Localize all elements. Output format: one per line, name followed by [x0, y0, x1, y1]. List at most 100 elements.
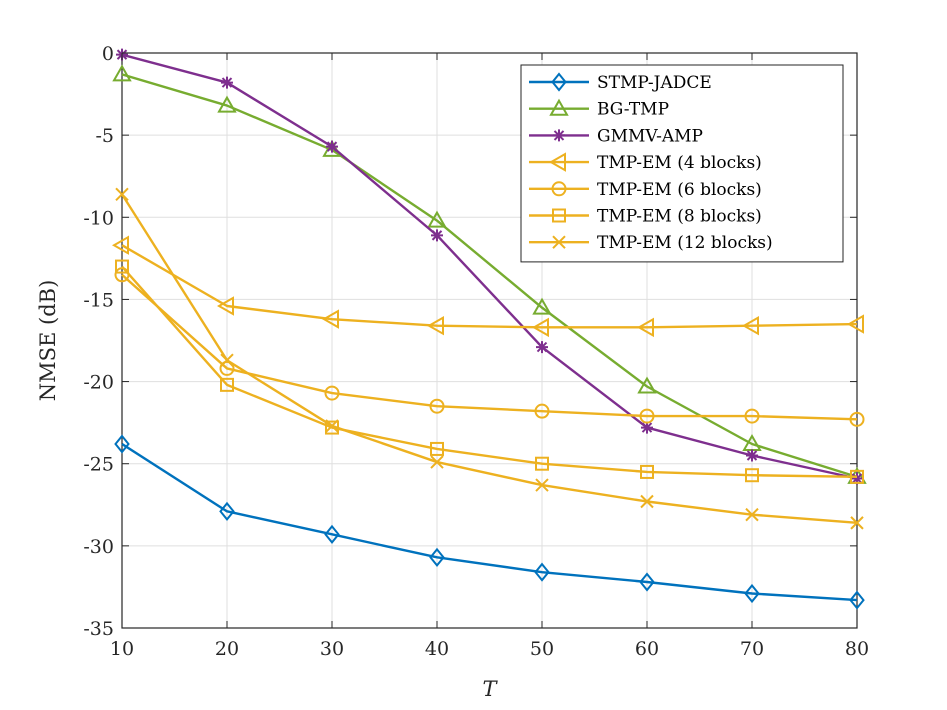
- legend-marker: [552, 208, 566, 223]
- legend-box: [520, 64, 844, 263]
- x-axis-label: T: [482, 677, 498, 701]
- data-point: [219, 360, 235, 376]
- data-point: [115, 259, 129, 274]
- data-point: [220, 353, 234, 367]
- data-point: [431, 229, 443, 242]
- data-point: [639, 572, 655, 592]
- data-point: [850, 469, 864, 484]
- data-point: [112, 64, 132, 82]
- data-point: [114, 434, 130, 454]
- y-tick-label: -20: [83, 372, 114, 394]
- legend-entry: TMP-EM (8 blocks): [529, 207, 762, 227]
- x-tick-label: 30: [320, 638, 344, 660]
- data-point: [326, 140, 338, 153]
- legend-marker: [553, 129, 565, 142]
- data-point: [745, 507, 759, 522]
- legend-entry: BG-TMP: [529, 98, 669, 120]
- data-point: [321, 309, 339, 329]
- data-point: [849, 411, 865, 427]
- data-point: [636, 317, 654, 338]
- legend-label: STMP-JADCE: [597, 73, 712, 93]
- legend-marker: [551, 72, 567, 92]
- data-point: [430, 441, 444, 456]
- data-point: [534, 562, 550, 582]
- data-point: [430, 455, 444, 469]
- data-point: [536, 341, 548, 354]
- data-point: [115, 187, 129, 201]
- data-point: [429, 398, 445, 414]
- series-0: [114, 434, 865, 610]
- legend-label: GMMV-AMP: [597, 126, 703, 146]
- y-tick-label: -15: [83, 289, 114, 311]
- y-tick-label: -10: [83, 207, 114, 229]
- data-point: [640, 494, 654, 509]
- legend-marker: [551, 181, 567, 197]
- data-point: [637, 376, 657, 394]
- data-point: [325, 419, 339, 433]
- data-point: [850, 516, 864, 530]
- data-point: [746, 449, 758, 462]
- legend: STMP-JADCE BG-TMP GMMV-AMP TMP-EM (4 blocks…: [520, 64, 844, 263]
- x-tick-label: 50: [530, 638, 554, 660]
- legend-entry: STMP-JADCE: [529, 72, 712, 93]
- data-point: [535, 456, 549, 471]
- x-tick-label: 20: [215, 638, 239, 660]
- legend-entry: TMP-EM (12 blocks): [529, 233, 773, 253]
- legend-marker: [548, 152, 566, 172]
- series-layer: [111, 48, 867, 610]
- x-tick-label: 60: [635, 638, 659, 660]
- data-point: [744, 583, 760, 604]
- data-point: [217, 95, 237, 113]
- x-tick-label: 70: [740, 638, 764, 660]
- series-3: [111, 235, 864, 338]
- legend-marker: [549, 98, 569, 116]
- series-line: [121, 73, 858, 479]
- legend-label: TMP-EM (6 blocks): [597, 180, 762, 200]
- plot-frame: [121, 52, 858, 629]
- x-tick-label: 40: [425, 638, 449, 660]
- data-point: [639, 408, 655, 424]
- series-6: [115, 187, 864, 530]
- y-axis-label: NMSE (dB): [36, 280, 60, 402]
- data-point: [324, 385, 340, 401]
- data-point: [324, 524, 340, 544]
- data-point: [741, 315, 759, 336]
- y-tick-label: -25: [83, 454, 114, 476]
- data-point: [219, 501, 235, 521]
- ticks: 10 20 30 40 50 60 70 80 0 -5 -10 -15 -20 -25 -30 -35: [83, 43, 869, 660]
- legend-entry: TMP-EM (4 blocks): [529, 152, 762, 173]
- y-tick-label: -35: [83, 618, 114, 640]
- data-point: [429, 547, 445, 567]
- data-point: [851, 472, 863, 485]
- data-point: [534, 403, 550, 419]
- data-point: [846, 314, 864, 334]
- legend-entry: GMMV-AMP: [529, 126, 703, 146]
- data-point: [220, 377, 234, 392]
- series-line: [121, 53, 858, 480]
- y-tick-label: -5: [95, 125, 114, 147]
- data-point: [221, 76, 233, 89]
- data-point: [641, 421, 653, 434]
- y-tick-label: 0: [102, 43, 114, 65]
- data-point: [426, 315, 444, 336]
- series-line: [121, 244, 858, 329]
- legend-entry: TMP-EM (6 blocks): [529, 180, 762, 200]
- data-point: [745, 468, 759, 483]
- x-tick-label: 10: [110, 638, 134, 660]
- legend-marker: [552, 235, 566, 249]
- series-5: [115, 259, 864, 484]
- legend-label: TMP-EM (12 blocks): [597, 233, 773, 253]
- y-tick-label: -30: [83, 536, 114, 558]
- legend-label: BG-TMP: [597, 100, 669, 120]
- data-point: [427, 210, 447, 228]
- x-tick-label: 80: [845, 638, 869, 660]
- legend-label: TMP-EM (4 blocks): [597, 153, 762, 173]
- data-point: [532, 297, 552, 315]
- data-point: [216, 296, 234, 316]
- data-point: [744, 408, 760, 424]
- series-line: [120, 193, 858, 525]
- data-point: [535, 478, 549, 492]
- series-line: [121, 265, 858, 479]
- data-point: [111, 235, 129, 255]
